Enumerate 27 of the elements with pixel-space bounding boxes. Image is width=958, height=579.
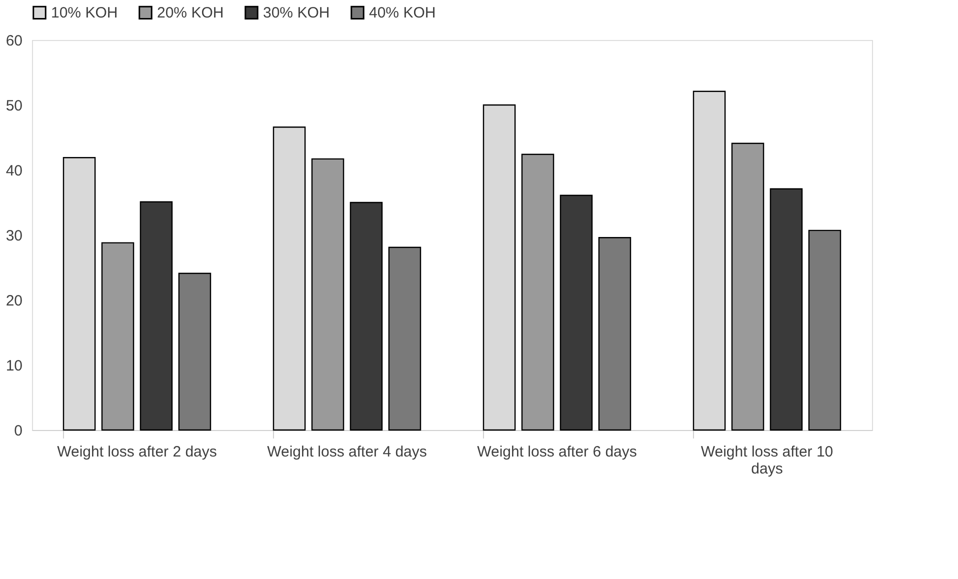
bar [770, 188, 803, 431]
legend-label: 30% KOH [263, 4, 330, 22]
legend-label: 10% KOH [51, 4, 118, 22]
bar [178, 272, 212, 431]
y-tick-label: 30 [6, 228, 22, 244]
bar [521, 154, 554, 431]
y-tick-label: 20 [6, 292, 22, 310]
bar [388, 246, 422, 431]
x-tick-label: Weight loss after 6 days [477, 444, 637, 460]
bar [311, 158, 344, 431]
bar [731, 142, 764, 431]
bar [808, 230, 842, 431]
bar [560, 194, 593, 431]
x-tick-label: Weight loss after 10 days [700, 444, 834, 478]
y-tick-label: 50 [6, 98, 22, 114]
y-tick-label: 10 [6, 358, 22, 374]
bar [598, 237, 632, 431]
y-tick-label: 40 [6, 162, 22, 180]
bar [140, 201, 173, 431]
x-tick-label: Weight loss after 4 days [267, 444, 427, 460]
y-tick-label: 60 [6, 32, 22, 50]
bar [350, 202, 383, 431]
x-tick-label: Weight loss after 2 days [57, 444, 217, 460]
legend-label: 40% KOH [369, 4, 436, 22]
legend-label: 20% KOH [157, 4, 224, 22]
y-tick-label: 0 [14, 422, 22, 440]
bar [101, 242, 134, 431]
